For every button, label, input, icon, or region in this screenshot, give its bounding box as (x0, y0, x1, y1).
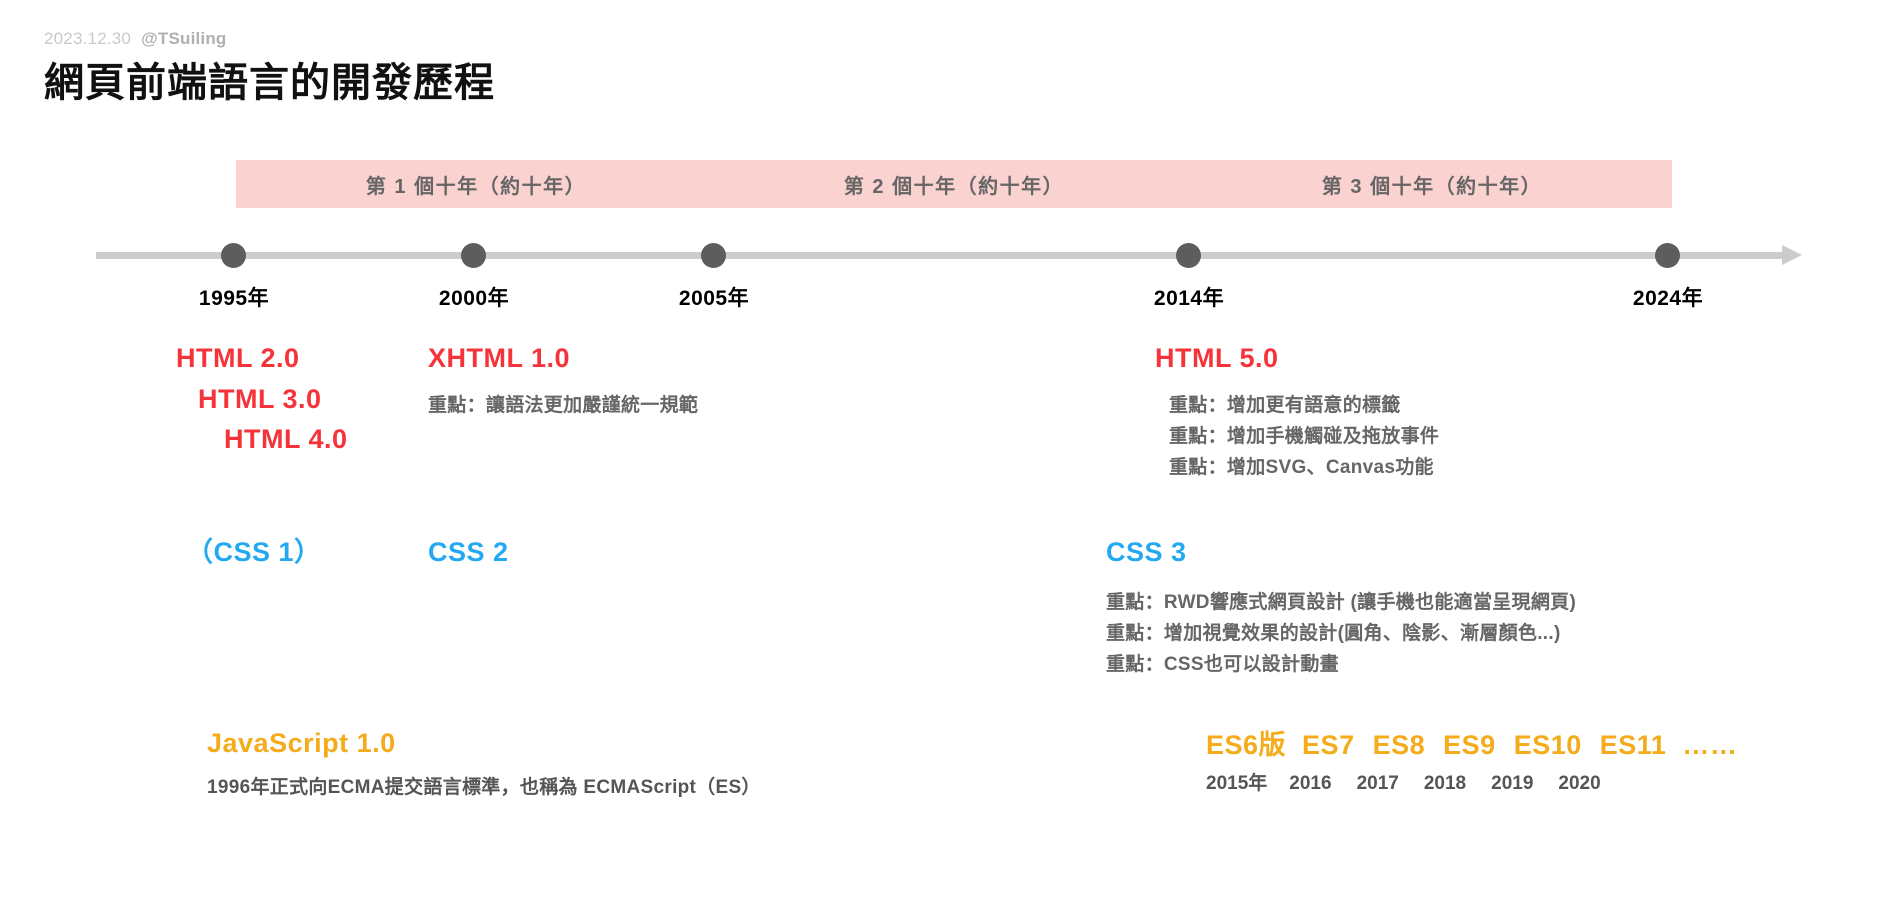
html-version-4: HTML 4.0 (224, 424, 348, 454)
html5-title: HTML 5.0 (1155, 343, 1279, 373)
css3-detail-2: 重點：增加視覺效果的設計(圓角、陰影、漸層顏色...) (1106, 622, 1561, 644)
year-label-1995: 1995年 (198, 287, 270, 310)
html5-details: 重點：增加更有語意的標籤 重點：增加手機觸碰及拖放事件 重點：增加SVG、Can… (1169, 390, 1439, 484)
javascript-detail-1: 1996年正式向ECMA提交語言標準，也稱為 ECMAScript（ES） (207, 776, 761, 798)
es-name-6: ES6版 (1206, 730, 1287, 760)
timeline-arrowhead-icon (1782, 245, 1802, 265)
timeline-dot-2005 (701, 243, 726, 268)
css3-detail-1: 重點：RWD響應式網頁設計 (讓手機也能適當呈現網頁) (1106, 591, 1577, 613)
double-arrow-shape (236, 160, 716, 208)
page-title: 網頁前端語言的開發歷程 (44, 61, 495, 105)
decade-band-3: 第 3 個十年（約十年） (1192, 160, 1672, 208)
html5-detail-3: 重點：增加SVG、Canvas功能 (1169, 457, 1434, 479)
css3-block: CSS 3 重點：RWD響應式網頁設計 (讓手機也能適當呈現網頁) 重點：增加視… (1106, 532, 1576, 681)
page-header: 2023.12.30 @TSuiling 網頁前端語言的開發歷程 (44, 30, 495, 103)
css3-details: 重點：RWD響應式網頁設計 (讓手機也能適當呈現網頁) 重點：增加視覺效果的設計… (1106, 587, 1576, 681)
css2-block: CSS 2 (428, 532, 509, 573)
es-year-2020: 2020 (1558, 773, 1601, 794)
es-year-2016: 2016 (1289, 773, 1332, 794)
es-name-8: ES8 (1372, 730, 1426, 760)
javascript-title: JavaScript 1.0 (207, 728, 396, 758)
author-handle: @TSuiling (141, 29, 227, 48)
timeline-dot-2000 (461, 243, 486, 268)
css3-detail-3: 重點：CSS也可以設計動畫 (1106, 654, 1339, 676)
year-label-2024: 2024年 (1632, 287, 1704, 310)
css3-title: CSS 3 (1106, 537, 1187, 567)
decade-band-1-label: 第 1 個十年（約十年） (365, 175, 587, 198)
double-arrow-shape (714, 160, 1194, 208)
es-year-2019: 2019 (1491, 773, 1534, 794)
year-label-2000: 2000年 (438, 287, 510, 310)
es-year-2018: 2018 (1423, 773, 1467, 794)
year-label-2005: 2005年 (678, 287, 750, 310)
es-version-years: 2015年 2016 2017 2018 2019 2020 (1206, 768, 1737, 795)
decade-band-1: 第 1 個十年（約十年） (236, 160, 716, 208)
decade-band-3-label: 第 3 個十年（約十年） (1321, 175, 1543, 198)
html5-block: HTML 5.0 重點：增加更有語意的標籤 重點：增加手機觸碰及拖放事件 重點：… (1155, 338, 1439, 484)
double-arrow-shape (1192, 160, 1672, 208)
html-version-3: HTML 3.0 (198, 383, 322, 414)
es-name-11: ES11 (1599, 730, 1667, 760)
timeline-dot-1995 (221, 243, 246, 268)
xhtml-title: XHTML 1.0 (428, 343, 571, 373)
es-name-ellipsis: …… (1682, 730, 1738, 760)
css1-block: （CSS 1） (186, 532, 322, 573)
meta-line: 2023.12.30 @TSuiling (44, 30, 495, 47)
publish-date: 2023.12.30 (44, 29, 132, 48)
html-version-2: HTML 2.0 (176, 343, 300, 373)
decade-band-2: 第 2 個十年（約十年） (714, 160, 1194, 208)
year-label-2014: 2014年 (1153, 287, 1225, 310)
css2-title: CSS 2 (428, 537, 509, 567)
javascript-block: JavaScript 1.0 1996年正式向ECMA提交語言標準，也稱為 EC… (207, 723, 761, 803)
timeline-dot-2014 (1176, 243, 1201, 268)
es-name-10: ES10 (1513, 730, 1582, 760)
css1-title: （CSS 1） (186, 537, 322, 567)
es-name-9: ES9 (1443, 730, 1496, 760)
xhtml-block: XHTML 1.0 重點：讓語法更加嚴謹統一規範 (428, 338, 698, 421)
es-version-names: ES6版 ES7 ES8 ES9 ES10 ES11 …… (1206, 723, 1737, 762)
html-early-block: HTML 2.0 HTML 3.0 HTML 4.0 (176, 338, 348, 460)
es-year-2017: 2017 (1356, 773, 1399, 794)
timeline-dot-2024 (1655, 243, 1680, 268)
xhtml-detail-1: 重點：讓語法更加嚴謹統一規範 (428, 394, 699, 416)
timeline-axis (96, 252, 1784, 259)
decade-band-2-label: 第 2 個十年（約十年） (843, 175, 1065, 198)
es-year-2015: 2015年 (1206, 773, 1268, 794)
es-versions-block: ES6版 ES7 ES8 ES9 ES10 ES11 …… 2015年 2016… (1206, 723, 1737, 795)
es-name-7: ES7 (1302, 730, 1355, 760)
html5-detail-1: 重點：增加更有語意的標籤 (1169, 394, 1401, 416)
html5-detail-2: 重點：增加手機觸碰及拖放事件 (1169, 425, 1440, 447)
